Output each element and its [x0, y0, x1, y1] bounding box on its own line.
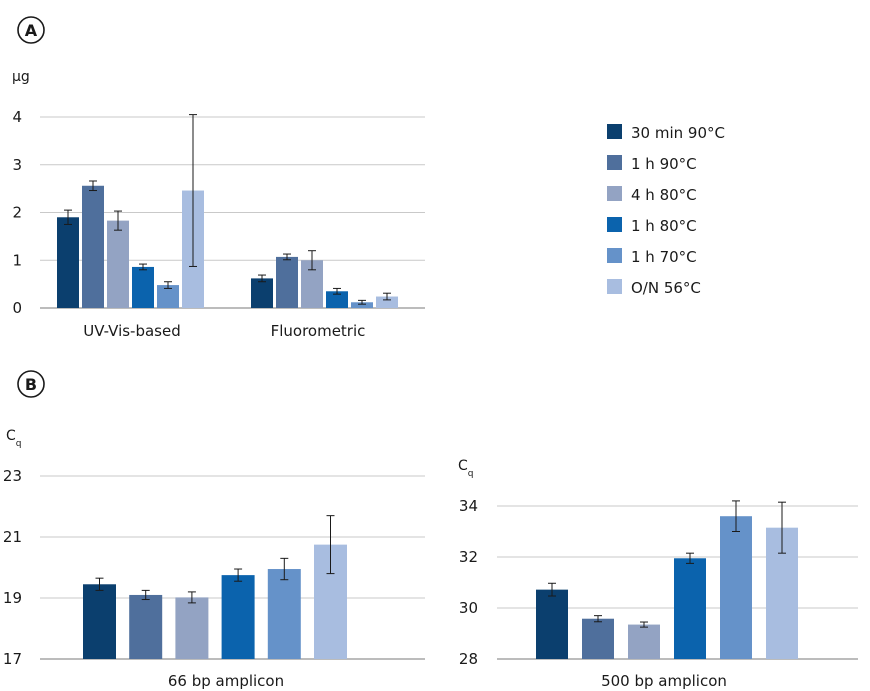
legend-label: 4 h 80°C: [631, 186, 697, 204]
bar: [326, 291, 348, 308]
bar: [132, 266, 154, 308]
panel-label-a: A: [25, 21, 38, 40]
legend-label: 30 min 90°C: [631, 124, 725, 142]
bar: [276, 256, 298, 308]
y-axis-label: Cq: [458, 458, 474, 479]
bar: [251, 278, 273, 308]
bar: [129, 594, 163, 659]
bar: [301, 260, 323, 308]
bar: [107, 220, 129, 308]
bar: [720, 516, 752, 659]
bar: [376, 296, 398, 308]
legend-label: 1 h 80°C: [631, 217, 697, 235]
y-tick-label: 34: [459, 497, 478, 515]
legend-swatch: [607, 217, 622, 232]
bar: [57, 217, 79, 308]
y-tick-label: 23: [3, 467, 22, 485]
bar: [582, 618, 614, 659]
bar: [221, 575, 255, 659]
legend-swatch: [607, 124, 622, 139]
legend-swatch: [607, 155, 622, 170]
bar: [628, 624, 660, 659]
y-tick-label: 21: [3, 528, 22, 546]
bar: [536, 589, 568, 659]
category-label: Fluorometric: [271, 322, 366, 340]
legend-label: 1 h 90°C: [631, 155, 697, 173]
category-label: 500 bp amplicon: [601, 672, 727, 690]
legend-label: O/N 56°C: [631, 279, 701, 297]
y-tick-label: 30: [459, 599, 478, 617]
bar: [267, 569, 301, 659]
bar: [82, 185, 104, 308]
y-tick-label: 19: [3, 589, 22, 607]
y-tick-label: 28: [459, 650, 478, 668]
category-label: 66 bp amplicon: [168, 672, 284, 690]
y-axis-label: µg: [12, 69, 30, 85]
bar: [351, 302, 373, 308]
category-label: UV-Vis-based: [83, 322, 181, 340]
y-tick-label: 32: [459, 548, 478, 566]
bar: [157, 285, 179, 308]
legend-swatch: [607, 279, 622, 294]
y-tick-label: 17: [3, 650, 22, 668]
panel-label-circle: [17, 16, 45, 44]
bar: [175, 597, 209, 659]
y-tick-label: 3: [12, 156, 22, 174]
legend-swatch: [607, 248, 622, 263]
legend-label: 1 h 70°C: [631, 248, 697, 266]
y-tick-label: 2: [12, 204, 22, 222]
bar: [83, 584, 116, 659]
y-tick-label: 1: [12, 251, 22, 269]
panel-label-circle: [17, 370, 45, 398]
y-tick-label: 0: [12, 299, 22, 317]
bar: [674, 558, 706, 659]
y-tick-label: 4: [12, 108, 22, 126]
y-axis-label: Cq: [6, 428, 22, 449]
legend-swatch: [607, 186, 622, 201]
panel-label-b: B: [25, 375, 37, 394]
